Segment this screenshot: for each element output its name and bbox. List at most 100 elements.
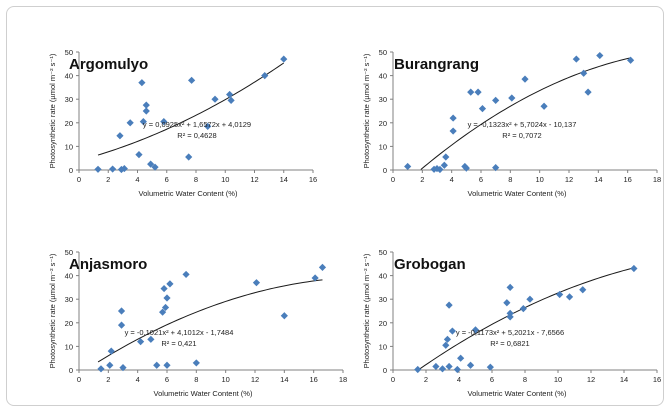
data-point <box>261 72 269 80</box>
y-axis-title: Photosynthetic rate (µmol m⁻² s⁻¹) <box>362 253 371 368</box>
x-tick-label: 0 <box>391 375 395 384</box>
data-point <box>109 165 117 173</box>
data-point <box>311 274 319 282</box>
data-point <box>540 102 548 110</box>
data-point <box>188 76 196 84</box>
trend-line <box>97 62 285 156</box>
data-point <box>471 326 480 334</box>
x-tick-label: 4 <box>135 175 139 184</box>
data-point <box>630 264 638 273</box>
x-tick-label: 10 <box>554 375 562 384</box>
y-axis-title: Photosynthetic rate (µmol m⁻² s⁻¹) <box>362 53 371 168</box>
y-tick-label: 40 <box>65 72 73 81</box>
data-point <box>432 362 440 371</box>
data-point <box>160 118 168 126</box>
data-point <box>433 164 441 173</box>
x-tick-label: 10 <box>221 175 229 184</box>
data-point <box>94 165 102 173</box>
x-tick-label: 12 <box>251 375 259 384</box>
trend-line <box>420 57 631 170</box>
data-point <box>147 335 155 343</box>
x-tick-label: 18 <box>653 175 661 184</box>
y-tick-label: 20 <box>65 119 73 128</box>
data-point <box>503 299 511 307</box>
x-tick-label: 16 <box>309 175 317 184</box>
x-tick-label: 8 <box>194 175 198 184</box>
chart-0: 0 10 20 30 40 50 0 2 4 6 8 10 12 14 16 Volumetric Water… <box>48 48 317 198</box>
data-point <box>466 361 475 369</box>
x-tick-label: 14 <box>280 175 288 184</box>
y-tick-label: 10 <box>379 342 387 351</box>
x-tick-label: 4 <box>457 375 461 384</box>
data-point <box>506 283 514 291</box>
data-point <box>526 295 534 303</box>
data-point <box>565 293 574 301</box>
y-tick-label: 10 <box>65 342 73 351</box>
chart-title: Burangrang <box>394 56 479 73</box>
data-point <box>227 96 235 104</box>
data-point <box>226 90 234 99</box>
data-point <box>596 51 604 60</box>
y-tick-label: 30 <box>379 95 387 104</box>
data-point <box>120 164 128 173</box>
x-tick-label: 18 <box>339 375 347 384</box>
x-tick-label: 8 <box>508 175 512 184</box>
y-tick-label: 30 <box>65 95 73 104</box>
data-point <box>478 105 487 113</box>
x-tick-label: 6 <box>490 375 494 384</box>
y-tick-label: 40 <box>379 272 387 281</box>
data-point <box>414 365 422 374</box>
data-point <box>449 127 457 135</box>
data-point <box>445 362 453 371</box>
x-axis-title: Volumetric Water Content (%) <box>468 389 567 398</box>
x-tick-label: 8 <box>523 375 527 384</box>
data-point <box>492 96 500 104</box>
x-axis-title: Volumetric Water Content (%) <box>468 189 567 198</box>
x-tick-label: 16 <box>623 175 631 184</box>
y-tick-label: 10 <box>65 142 73 151</box>
data-point <box>138 79 146 87</box>
r-squared: R² = 0,7072 <box>502 131 541 140</box>
trend-equation: y = -0,1173x² + 5,2021x - 7,6566 <box>456 328 564 337</box>
x-tick-label: 12 <box>587 375 595 384</box>
data-point <box>185 153 193 161</box>
data-point <box>627 56 635 64</box>
data-point <box>139 118 147 126</box>
chart-title: Grobogan <box>394 256 466 273</box>
x-tick-label: 10 <box>535 175 543 184</box>
data-point <box>192 359 200 367</box>
x-tick-label: 10 <box>221 375 229 384</box>
data-point <box>182 270 190 279</box>
y-axis-title: Photosynthetic rate (µmol m⁻² s⁻¹) <box>48 53 57 168</box>
data-point <box>453 365 461 374</box>
data-point <box>97 365 105 373</box>
data-point <box>280 55 288 63</box>
chart-title: Argomulyo <box>69 56 148 73</box>
data-point <box>584 88 592 96</box>
data-point <box>117 307 126 315</box>
data-point <box>137 338 145 346</box>
x-tick-label: 14 <box>280 375 288 384</box>
data-point <box>106 361 114 369</box>
y-tick-label: 20 <box>65 319 73 328</box>
y-tick-label: 0 <box>69 166 73 175</box>
data-point <box>474 88 482 96</box>
y-tick-label: 50 <box>65 248 73 257</box>
data-point <box>151 163 159 171</box>
x-tick-label: 16 <box>309 375 317 384</box>
data-point <box>211 95 219 103</box>
y-axis-title: Photosynthetic rate (µmol m⁻² s⁻¹) <box>48 253 57 368</box>
x-tick-label: 6 <box>165 175 169 184</box>
data-point <box>142 107 150 115</box>
data-point <box>443 335 452 343</box>
x-axis-title: Volumetric Water Content (%) <box>139 189 238 198</box>
data-point <box>116 132 124 140</box>
data-point <box>442 153 450 161</box>
data-point <box>404 162 412 171</box>
x-tick-label: 16 <box>653 375 661 384</box>
x-tick-label: 2 <box>420 175 424 184</box>
x-tick-label: 2 <box>424 375 428 384</box>
trend-equation: y = -0,1323x² + 5,7024x - 10,137 <box>468 120 577 129</box>
r-squared: R² = 0,6821 <box>490 339 529 348</box>
r-squared: R² = 0,421 <box>161 339 196 348</box>
